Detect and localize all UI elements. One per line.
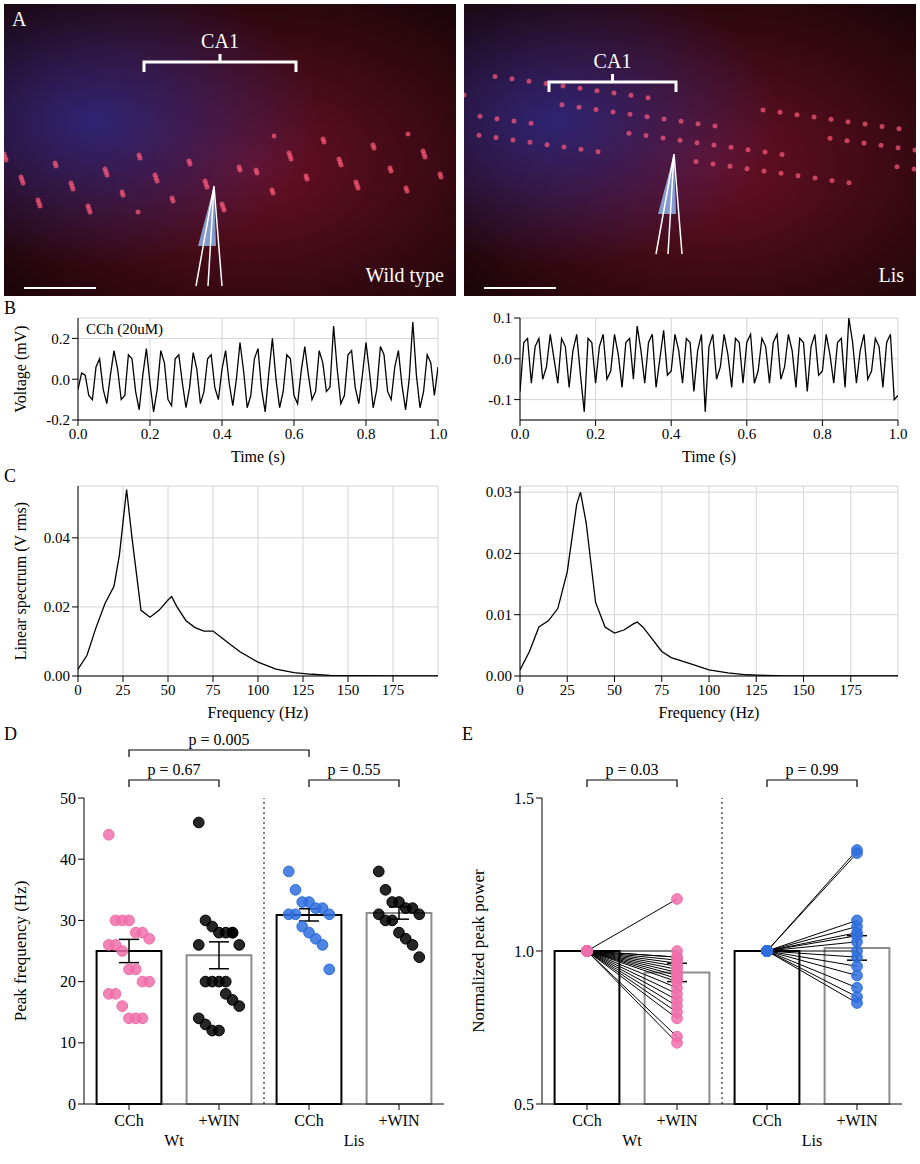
svg-text:Lis: Lis: [878, 264, 904, 286]
svg-text:+WIN: +WIN: [656, 1112, 697, 1129]
svg-text:75: 75: [654, 682, 669, 698]
html-text:E: E: [462, 724, 473, 744]
svg-text:A: A: [12, 8, 27, 30]
svg-text:CCh: CCh: [294, 1112, 323, 1129]
svg-text:0.04: 0.04: [44, 530, 71, 546]
svg-text:0.1: 0.1: [493, 310, 512, 326]
svg-text:40: 40: [60, 851, 76, 868]
svg-text:1.0: 1.0: [429, 426, 448, 442]
svg-text:0.2: 0.2: [586, 426, 605, 442]
svg-text:25: 25: [116, 682, 131, 698]
svg-text:100: 100: [698, 682, 721, 698]
svg-text:0.4: 0.4: [662, 426, 681, 442]
svg-text:0.02: 0.02: [44, 599, 70, 615]
svg-text:Lis: Lis: [344, 1132, 364, 1149]
html-text:B: B: [4, 298, 16, 318]
svg-text:Normalized peak power: Normalized peak power: [469, 869, 488, 1033]
svg-text:0.8: 0.8: [813, 426, 832, 442]
svg-text:50: 50: [60, 790, 76, 807]
svg-text:Time (s): Time (s): [682, 448, 736, 466]
svg-text:Linear spectrum (V rms): Linear spectrum (V rms): [12, 502, 30, 660]
svg-text:Lis: Lis: [802, 1132, 822, 1149]
svg-text:30: 30: [60, 912, 76, 929]
svg-text:Frequency (Hz): Frequency (Hz): [208, 704, 309, 722]
svg-text:p = 0.005: p = 0.005: [188, 731, 249, 749]
svg-text:CA1: CA1: [594, 50, 632, 72]
svg-text:Wt: Wt: [622, 1132, 642, 1149]
svg-text:0: 0: [516, 682, 524, 698]
svg-text:0.2: 0.2: [141, 426, 160, 442]
svg-text:125: 125: [292, 682, 315, 698]
svg-text:0.0: 0.0: [69, 426, 88, 442]
svg-text:CCh: CCh: [752, 1112, 781, 1129]
html-text:C: C: [4, 466, 16, 486]
svg-text:25: 25: [560, 682, 575, 698]
svg-text:0.8: 0.8: [357, 426, 376, 442]
svg-text:0.6: 0.6: [285, 426, 304, 442]
svg-text:175: 175: [382, 682, 405, 698]
svg-text:1.5: 1.5: [514, 790, 534, 807]
svg-text:0.00: 0.00: [44, 668, 70, 684]
svg-text:75: 75: [206, 682, 221, 698]
svg-text:0: 0: [68, 1096, 76, 1113]
svg-text:0.03: 0.03: [486, 484, 512, 500]
svg-text:10: 10: [60, 1034, 76, 1051]
svg-text:0: 0: [74, 682, 82, 698]
svg-text:0.0: 0.0: [511, 426, 530, 442]
svg-text:-0.1: -0.1: [488, 392, 512, 408]
svg-text:CCh: CCh: [572, 1112, 601, 1129]
svg-text:Peak frequency (Hz): Peak frequency (Hz): [11, 881, 30, 1022]
svg-text:Voltage (mV): Voltage (mV): [12, 325, 30, 412]
svg-text:Wild type: Wild type: [365, 264, 444, 287]
svg-text:Time (s): Time (s): [231, 448, 285, 466]
svg-text:0.4: 0.4: [213, 426, 232, 442]
svg-text:0.2: 0.2: [51, 331, 70, 347]
svg-text:p = 0.03: p = 0.03: [605, 761, 658, 779]
svg-text:150: 150: [337, 682, 360, 698]
svg-text:+WIN: +WIN: [198, 1112, 239, 1129]
svg-text:p = 0.67: p = 0.67: [147, 761, 200, 779]
html-text:D: D: [4, 724, 17, 744]
svg-text:0.0: 0.0: [493, 351, 512, 367]
svg-text:+WIN: +WIN: [378, 1112, 419, 1129]
svg-text:20: 20: [60, 973, 76, 990]
svg-text:125: 125: [745, 682, 768, 698]
svg-text:CA1: CA1: [201, 30, 239, 52]
svg-text:0.02: 0.02: [486, 546, 512, 562]
svg-text:0.6: 0.6: [737, 426, 756, 442]
svg-text:1.0: 1.0: [514, 943, 534, 960]
svg-text:50: 50: [607, 682, 622, 698]
svg-text:Frequency (Hz): Frequency (Hz): [659, 704, 760, 722]
html-text:CCh (20uM): CCh (20uM): [86, 321, 164, 337]
svg-text:0.01: 0.01: [486, 607, 512, 623]
svg-text:150: 150: [792, 682, 815, 698]
svg-text:p = 0.55: p = 0.55: [327, 761, 380, 779]
svg-text:+WIN: +WIN: [836, 1112, 877, 1129]
svg-text:0.00: 0.00: [486, 668, 512, 684]
svg-text:0.5: 0.5: [514, 1096, 534, 1113]
svg-text:-0.2: -0.2: [46, 412, 70, 428]
svg-text:0.0: 0.0: [51, 372, 70, 388]
svg-text:175: 175: [840, 682, 863, 698]
svg-text:p = 0.99: p = 0.99: [785, 761, 838, 779]
svg-text:50: 50: [161, 682, 176, 698]
svg-text:100: 100: [247, 682, 270, 698]
svg-text:Wt: Wt: [164, 1132, 184, 1149]
svg-text:CCh: CCh: [114, 1112, 143, 1129]
svg-text:1.0: 1.0: [889, 426, 908, 442]
